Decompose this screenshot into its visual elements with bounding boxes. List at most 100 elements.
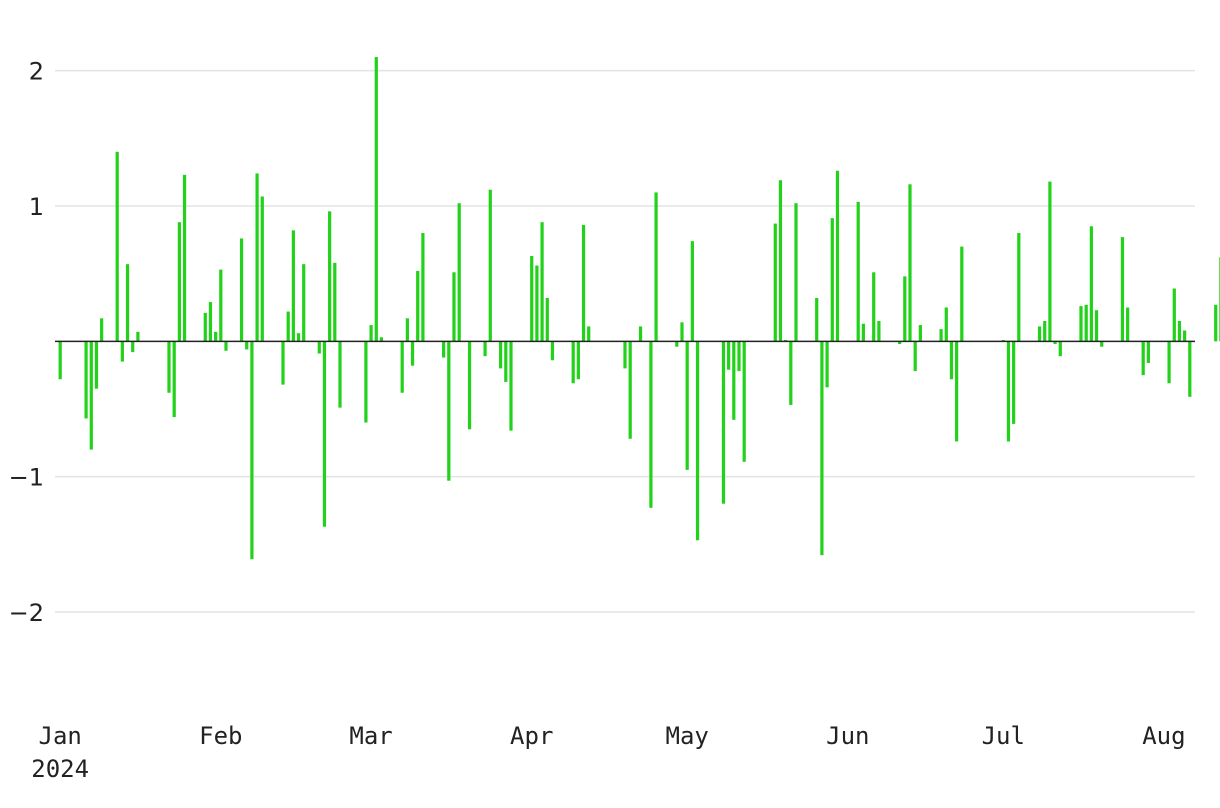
bar [100,318,104,342]
bar [576,341,580,380]
bar [1006,341,1011,442]
bar [120,341,124,362]
bar [286,311,290,342]
bar [405,318,409,342]
bar [530,256,534,342]
bar [255,173,259,342]
y-axis-ticks: 2 1 −1 −2 [9,58,44,627]
bar [410,341,415,366]
bar [457,203,461,342]
bar [918,325,922,342]
bar [690,241,694,342]
bar [131,341,135,353]
bar [944,307,948,342]
bar [628,341,632,439]
bar [794,203,798,342]
bar [214,331,218,342]
bar [400,341,404,393]
x-tick-label: May [666,722,709,750]
bar [955,341,959,442]
bar [778,180,783,342]
bar [1089,226,1093,342]
bar [1126,307,1130,342]
bar [545,298,549,342]
bar [680,322,684,342]
bar [649,341,653,508]
bar [587,326,591,342]
bar [219,269,223,342]
x-tick-label: Feb [199,722,242,750]
bar [182,174,187,342]
bar [1177,321,1182,342]
bar [1094,310,1099,342]
y-tick-label: 1 [29,193,44,221]
bar [1141,341,1145,376]
bar [328,211,332,342]
bar [815,298,819,342]
bar [675,341,679,347]
bar [1084,304,1088,342]
x-tick-label: Jun [826,722,869,750]
bar [654,192,658,342]
bar [550,341,555,361]
bar [452,272,456,342]
bar [1146,341,1150,363]
bar [727,341,731,370]
bar [856,201,860,342]
bar [177,222,181,342]
bar [1048,181,1052,342]
bar [789,341,793,405]
bar [239,238,244,342]
bar [939,329,943,342]
bar [1100,341,1104,347]
bar [281,341,285,385]
bar [623,341,627,369]
bar [1188,341,1192,397]
bar [638,326,643,342]
bar [374,57,378,342]
y-tick-label: 2 [29,58,44,86]
bar [898,341,902,345]
x-tick-label: Apr [510,722,553,750]
bar [421,233,425,342]
y-tick-label: −1 [9,464,44,492]
bar [224,341,228,351]
bar [369,325,373,342]
bar [125,264,130,342]
bar [203,312,207,342]
bar [825,341,829,388]
bar [960,246,964,342]
bar [1017,233,1021,342]
bar [903,276,907,342]
bar [115,151,119,342]
bar [296,333,301,342]
bar [1037,326,1042,342]
bar [379,337,384,342]
x-tick-label: Mar [349,722,392,750]
bar [1214,304,1218,342]
bar [467,341,472,430]
bar [167,341,171,393]
x-tick-label: Jan [39,722,82,750]
y-tick-label: −2 [9,599,44,627]
bar [835,170,840,342]
bar [535,265,539,342]
bar [208,302,213,342]
bar [338,341,342,408]
bar [1167,341,1171,384]
bar [1043,321,1047,342]
bar [260,196,264,342]
bar [820,341,824,556]
bar [571,341,575,384]
bar [872,272,876,342]
bar [732,341,736,420]
bar [1012,341,1016,424]
bar [721,341,726,504]
bar [877,321,881,342]
bar [540,222,544,342]
bar [84,341,88,419]
bar [364,341,368,423]
bar [94,341,99,389]
bar [861,323,865,342]
